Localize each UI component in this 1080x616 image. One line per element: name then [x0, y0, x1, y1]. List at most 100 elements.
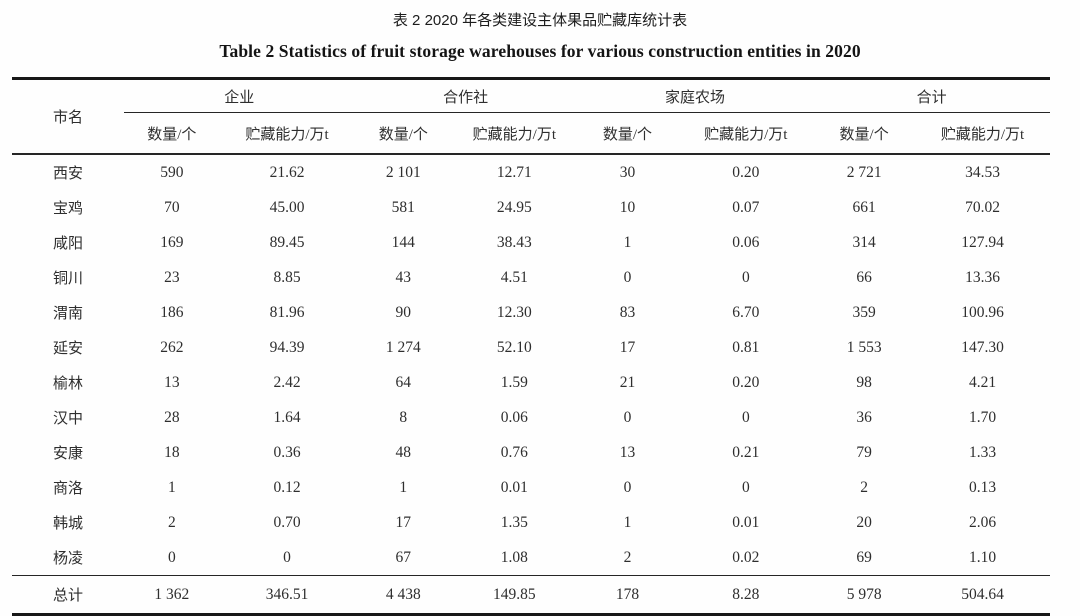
value-cell: 34.53: [965, 163, 1000, 181]
value-cell: 28: [164, 408, 180, 426]
group-header-family-farm: 家庭农场: [576, 78, 814, 113]
value-cell: 1.59: [500, 373, 528, 391]
total-value-cell: 1 362: [124, 575, 220, 615]
subheader-capacity: 贮藏能力/万t: [452, 112, 577, 155]
city-name-cell: 铜川: [53, 271, 84, 287]
value-cell: 90: [395, 303, 412, 321]
value-cell: 359: [852, 303, 876, 321]
group-header-cooperative: 合作社: [354, 78, 577, 113]
value-cell: 12.71: [496, 163, 532, 181]
value-cell: 1: [399, 478, 408, 496]
value-cell: 1.08: [500, 548, 528, 566]
total-row: 总计 1 362 346.51 4 438 149.85 178 8.28 5 …: [12, 575, 1050, 615]
value-cell: 0.01: [732, 513, 760, 531]
value-cell: 2: [623, 548, 632, 566]
value-cell: 590: [160, 163, 184, 181]
value-cell: 2 721: [846, 163, 882, 181]
value-cell: 10: [619, 198, 636, 216]
value-cell: 79: [856, 443, 872, 461]
value-cell: 0: [623, 268, 632, 286]
value-cell: 0.02: [732, 548, 760, 566]
city-name-cell: 安康: [53, 446, 84, 462]
value-cell: 1.70: [968, 408, 997, 426]
subheader-capacity: 贮藏能力/万t: [219, 112, 355, 155]
value-cell: 0.21: [732, 443, 760, 461]
table-caption-english: Table 2 Statistics of fruit storage ware…: [219, 41, 861, 61]
value-cell: 1: [167, 478, 176, 496]
value-cell: 45.00: [269, 198, 305, 216]
value-cell: 1.33: [968, 443, 997, 461]
value-cell: 13: [619, 443, 636, 461]
value-cell: 67: [395, 548, 412, 566]
value-cell: 127.94: [961, 233, 1004, 251]
value-cell: 69: [856, 548, 872, 566]
table-row: 杨凌 0 0 67 1.08 2 0.02 69 1.10: [12, 540, 1050, 576]
value-cell: 94.39: [269, 338, 305, 356]
table-row: 渭南 186 81.96 90 12.30 83 6.70 359 100.96: [12, 295, 1050, 330]
value-cell: 1.64: [273, 408, 301, 426]
value-cell: 70.02: [965, 198, 1000, 216]
value-cell: 18: [164, 443, 180, 461]
city-name-cell: 杨凌: [53, 551, 84, 567]
value-cell: 8: [399, 408, 408, 426]
value-cell: 6.70: [732, 303, 760, 321]
value-cell: 0: [167, 548, 176, 566]
value-cell: 24.95: [496, 198, 532, 216]
value-cell: 4.51: [500, 268, 528, 286]
table-row: 韩城 2 0.70 17 1.35 1 0.01 20 2.06: [12, 505, 1050, 540]
value-cell: 2.42: [273, 373, 301, 391]
table-caption-chinese: 表 2 2020 年各类建设主体果品贮藏库统计表: [392, 12, 688, 29]
table-row: 西安 590 21.62 2 101 12.71 30 0.20 2 721 3…: [12, 154, 1050, 190]
total-value-cell: 504.64: [915, 575, 1050, 615]
value-cell: 0: [623, 478, 632, 496]
value-cell: 21: [619, 373, 636, 391]
value-cell: 83: [619, 303, 636, 321]
city-name-cell: 咸阳: [53, 236, 84, 252]
value-cell: 30: [619, 163, 636, 181]
value-cell: 1.35: [500, 513, 528, 531]
value-cell: 1.10: [968, 548, 997, 566]
table-row: 商洛 1 0.12 1 0.01 0 0 2 0.13: [12, 470, 1050, 505]
city-name-cell: 商洛: [53, 481, 84, 497]
value-cell: 98: [856, 373, 872, 391]
total-value-cell: 346.51: [219, 575, 355, 615]
city-name-cell: 渭南: [53, 306, 84, 322]
value-cell: 0: [741, 268, 750, 286]
value-cell: 144: [391, 233, 415, 251]
value-cell: 17: [395, 513, 412, 531]
subheader-quantity: 数量/个: [576, 112, 679, 155]
value-cell: 0.12: [273, 478, 301, 496]
value-cell: 17: [619, 338, 636, 356]
value-cell: 2 101: [385, 163, 421, 181]
value-cell: 13.36: [965, 268, 1000, 286]
value-cell: 43: [395, 268, 412, 286]
total-value-cell: 178: [576, 575, 679, 615]
group-header-total: 合计: [813, 78, 1050, 113]
value-cell: 23: [164, 268, 180, 286]
value-cell: 0.07: [732, 198, 760, 216]
value-cell: 1 274: [385, 338, 421, 356]
total-value-cell: 8.28: [678, 575, 814, 615]
value-cell: 0.06: [500, 408, 528, 426]
value-cell: 661: [852, 198, 876, 216]
value-cell: 2: [167, 513, 176, 531]
subheader-row: 数量/个 贮藏能力/万t 数量/个 贮藏能力/万t 数量/个 贮藏能力/万t 数…: [12, 112, 1050, 155]
table-row: 延安 262 94.39 1 274 52.10 17 0.81 1 553 1…: [12, 330, 1050, 365]
value-cell: 581: [391, 198, 415, 216]
table-row: 安康 18 0.36 48 0.76 13 0.21 79 1.33: [12, 435, 1050, 470]
value-cell: 4.21: [968, 373, 997, 391]
value-cell: 0.20: [732, 373, 760, 391]
corner-header-city: 市名: [12, 78, 125, 155]
value-cell: 12.30: [496, 303, 532, 321]
subheader-quantity: 数量/个: [124, 112, 220, 155]
group-header-enterprise: 企业: [124, 78, 355, 113]
city-name-cell: 西安: [53, 166, 84, 182]
city-name-cell: 延安: [53, 341, 84, 357]
value-cell: 13: [164, 373, 180, 391]
value-cell: 2.06: [968, 513, 997, 531]
value-cell: 0.36: [273, 443, 301, 461]
value-cell: 1 553: [846, 338, 882, 356]
group-header-row: 市名 企业 合作社 家庭农场 合计: [12, 78, 1050, 155]
value-cell: 66: [856, 268, 872, 286]
